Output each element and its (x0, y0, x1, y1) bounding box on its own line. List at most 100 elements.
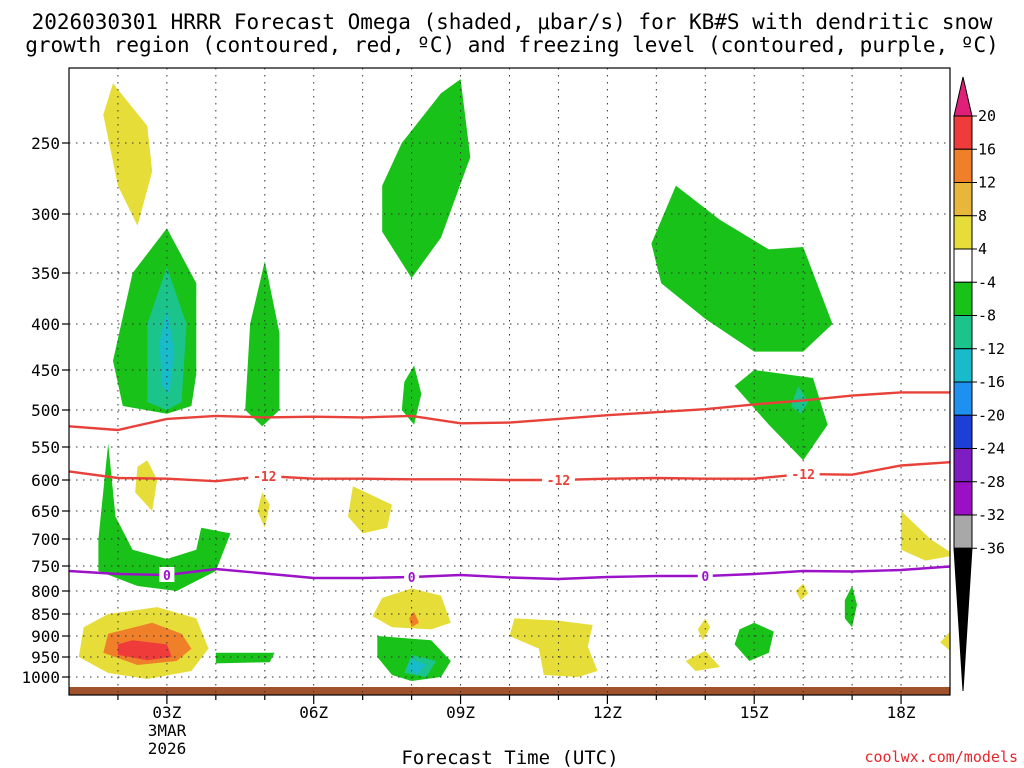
colorbar-tick-label: -12 (978, 340, 1005, 358)
x-axis-label: Forecast Time (UTC) (401, 747, 618, 768)
omega-region-green-upper-c (382, 79, 471, 279)
omega-region-green-lower-g (98, 443, 231, 591)
colorbar-band (953, 115, 973, 150)
colorbar-band (953, 182, 973, 217)
omega-region-orange-low-l (409, 611, 419, 628)
contour-label-freezing-level-0: 0 (408, 571, 416, 586)
omega-region-yellow-low-l (372, 588, 451, 630)
omega-region-green-narrow-b (245, 261, 280, 427)
colorbar-tick-label: 8 (978, 207, 987, 225)
colorbar-band (953, 281, 973, 316)
y-tick-label: 350 (31, 264, 60, 283)
omega-region-green-low-u (844, 586, 857, 628)
contour-label-bg (697, 568, 713, 583)
y-tick-label: 500 (31, 401, 60, 420)
colorbar-top-arrow (953, 76, 973, 117)
colorbar-tick-label: 4 (978, 240, 987, 258)
colorbar-band (953, 348, 973, 383)
colorbar-band (953, 315, 973, 350)
contour-label-isotherm-minus12: -12 (547, 474, 570, 489)
colorbar-band (953, 381, 973, 416)
omega-region-green-right-f (734, 370, 828, 461)
omega-region-green-low-s (734, 622, 774, 661)
colorbar-band (953, 148, 973, 183)
y-tick-label: 750 (31, 557, 60, 576)
y-tick-label: 250 (31, 134, 60, 153)
colorbar-tick-label: -4 (978, 273, 996, 291)
colorbar-tick-label: -28 (978, 473, 1005, 491)
x-tick-label: 06Z (299, 703, 328, 722)
omega-region-green-right-e (651, 185, 833, 352)
contour-label-isotherm-minus12: -12 (253, 470, 276, 485)
colorbar: 20 16 12 8 4 -4 -8 -12 -16 -20 -24 -28 -32 -36 (953, 76, 1005, 692)
contour-label-bg (404, 569, 420, 584)
omega-region-yellow-upper (103, 83, 153, 226)
grid-lines (69, 68, 950, 695)
contour-label-isotherm-minus12: -12 (791, 468, 814, 483)
y-tick-label: 550 (31, 438, 60, 457)
date-label-line2: 2026 (148, 739, 187, 758)
colorbar-tick-label: -20 (978, 406, 1005, 424)
y-tick-label: 300 (31, 205, 60, 224)
omega-region-yellow-right-k (901, 511, 950, 561)
y-tick-label: 400 (31, 315, 60, 334)
omega-region-red-low-m (117, 640, 172, 661)
omega-region-yellow-small-i (257, 492, 270, 528)
colorbar-band (953, 248, 973, 283)
contour-label-freezing-level-0: 0 (701, 570, 709, 585)
omega-region-yellow-small-h (135, 460, 158, 511)
y-tick-label: 450 (31, 361, 60, 380)
colorbar-tick-label: 12 (978, 174, 996, 192)
x-tick-label: 12Z (593, 703, 622, 722)
y-tick-label: 850 (31, 605, 60, 624)
omega-region-yellow-low-q (697, 618, 711, 641)
y-tick-label: 1000 (21, 668, 60, 687)
contour-labels: -12 -12 -12 0 0 0 (159, 466, 820, 586)
y-tick-label: 900 (31, 627, 60, 646)
colorbar-band (953, 481, 973, 516)
contour-label-bg (541, 472, 575, 487)
y-tick-label: 650 (31, 502, 60, 521)
colorbar-bottom-arrow (953, 547, 973, 692)
omega-region-yellow-low-t (795, 583, 809, 601)
y-tick-label: 800 (31, 582, 60, 601)
contour-isotherm-upper-red (69, 391, 950, 432)
contour-label-bg (248, 468, 282, 484)
colorbar-tick-label: -16 (978, 373, 1005, 391)
y-tick-label: 700 (31, 530, 60, 549)
x-axis-ticks: 03Z 06Z 09Z 12Z 15Z 18Z (117, 695, 916, 722)
y-tick-label: 600 (31, 471, 60, 490)
colorbar-tick-label: -8 (978, 307, 996, 325)
omega-region-green-low-n (215, 652, 275, 664)
contour-freezing-level-0 (69, 565, 950, 581)
chart-title-line1: 2026030301 HRRR Forecast Omega (shaded, … (32, 10, 993, 34)
colorbar-band (953, 215, 973, 250)
omega-shaded-regions (78, 79, 950, 681)
x-tick-label: 15Z (740, 703, 769, 722)
chart-title-line2: growth region (contoured, red, ºC) and f… (25, 33, 999, 57)
credit-text: coolwx.com/models (864, 748, 1018, 766)
colorbar-tick-label: 20 (978, 107, 996, 125)
omega-region-yellow-low-v (940, 631, 950, 651)
omega-region-yellow-small-j (348, 486, 392, 534)
omega-region-green-small-d (401, 365, 422, 425)
colorbar-tick-label: -24 (978, 440, 1005, 458)
colorbar-tick-label: -32 (978, 506, 1005, 524)
omega-region-yellow-low-p (509, 618, 598, 677)
omega-region-cyan-inner-a (159, 308, 175, 394)
colorbar-band (953, 448, 973, 483)
date-label-line1: 3MAR (148, 721, 187, 740)
y-tick-label: 950 (31, 648, 60, 667)
colorbar-band (953, 514, 973, 549)
y-axis-ticks: 250 300 350 400 450 500 550 600 650 700 750 800 850 9… (21, 134, 69, 687)
x-tick-label: 03Z (152, 703, 181, 722)
contour-label-bg (786, 466, 820, 482)
x-tick-label: 09Z (446, 703, 475, 722)
omega-region-yellow-low-r (685, 650, 720, 671)
contour-label-freezing-level-0: 0 (163, 569, 171, 584)
colorbar-tick-label: -36 (978, 539, 1005, 557)
contour-label-bg (159, 567, 175, 582)
colorbar-tick-label: 16 (978, 140, 996, 158)
colorbar-band (953, 414, 973, 449)
